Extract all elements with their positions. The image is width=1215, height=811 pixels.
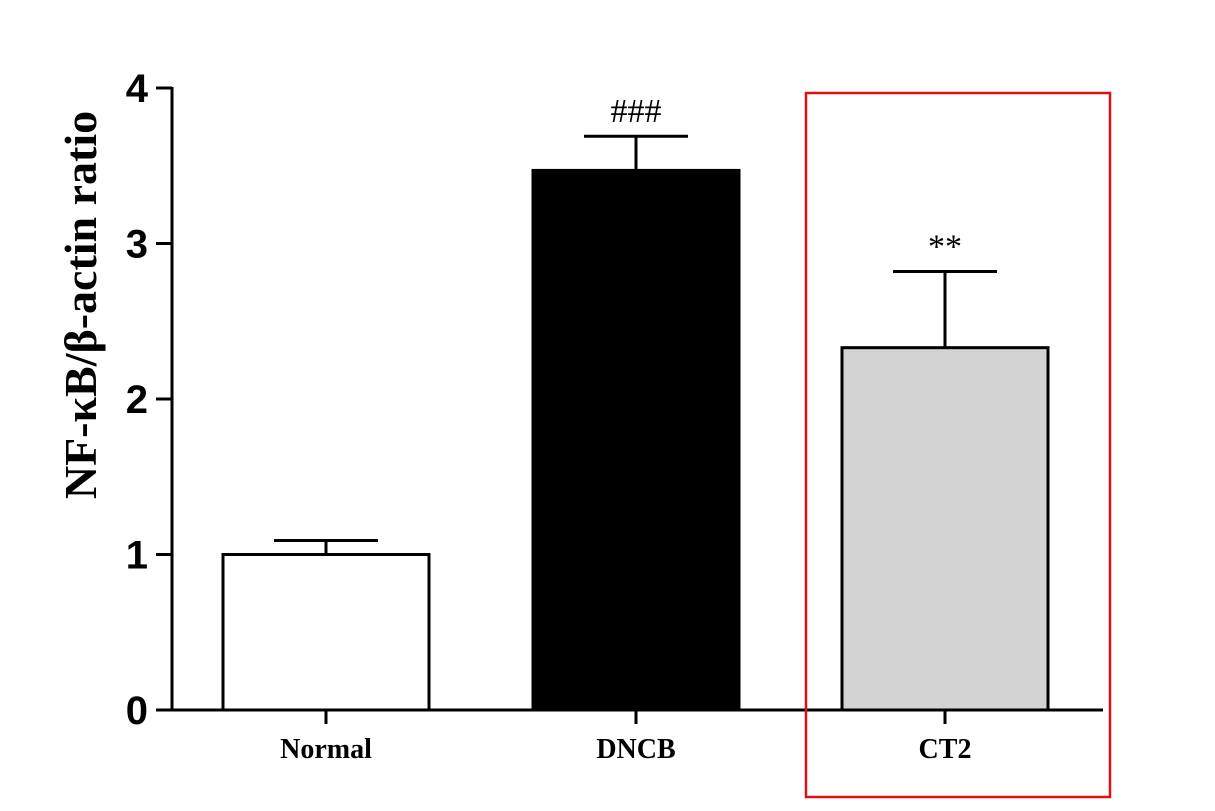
y-tick-label-4: 4: [126, 67, 149, 111]
bar-ct2: [840, 346, 1050, 712]
y-axis-label-group: NF-κB/β-actin ratio: [55, 111, 106, 499]
significance-ct2: **: [928, 228, 962, 265]
y-tick-label-0: 0: [126, 689, 148, 733]
y-axis-label: NF-κB/β-actin ratio: [55, 111, 106, 499]
y-tick-label-2: 2: [126, 378, 148, 422]
y-tick-label-1: 1: [126, 534, 148, 578]
x-tick-label-dncb: DNCB: [596, 734, 675, 765]
bar-normal: [221, 553, 431, 712]
significance-dncb: ###: [611, 93, 662, 130]
highlight-box-ct2: [804, 91, 1112, 799]
plot-area: Normal ### DNCB ** CT2 0 1 2 3 4: [126, 67, 1112, 799]
bar-dncb: [531, 168, 741, 712]
x-tick-label-normal: Normal: [280, 734, 372, 765]
y-tick-label-3: 3: [126, 223, 148, 267]
x-tick-label-ct2: CT2: [919, 734, 972, 765]
